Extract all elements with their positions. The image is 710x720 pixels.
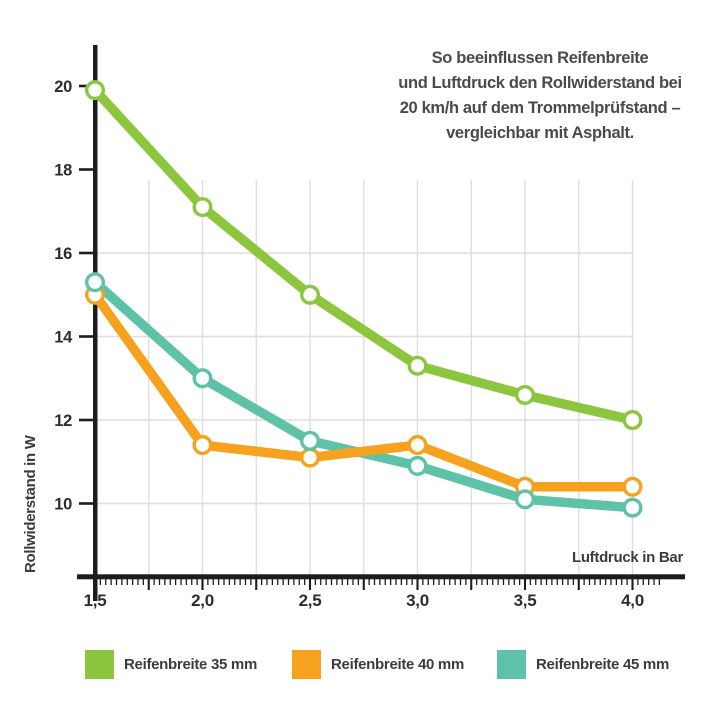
data-point-marker [622, 476, 643, 497]
legend-item-reifenbreite-40mm: Reifenbreite 40 mm [292, 650, 464, 679]
legend-label: Reifenbreite 35 mm [124, 656, 257, 673]
x-tick-label: 2,0 [191, 591, 214, 610]
data-point-marker [300, 430, 321, 451]
data-point-marker [407, 355, 428, 376]
data-point-marker [84, 272, 105, 293]
legend-item-reifenbreite-45mm: Reifenbreite 45 mm [497, 650, 669, 679]
data-point-marker [192, 197, 213, 218]
x-axis-line [77, 574, 685, 580]
y-tick-label: 10 [54, 496, 72, 514]
chart-annotation: So beeinflussen Reifenbreite und Luftdru… [380, 46, 700, 146]
x-tick-label: 4,0 [621, 591, 644, 610]
series-line-reifenbreite-40-mm [90, 290, 638, 492]
annotation-line: So beeinflussen Reifenbreite [431, 49, 649, 67]
data-point-marker [515, 384, 536, 405]
series-line-reifenbreite-35-mm [90, 85, 638, 425]
annotation-line: und Luftdruck den Rollwiderstand bei [398, 74, 682, 92]
legend-swatch-teal [497, 650, 526, 679]
y-axis-title: Rollwiderstand in W [22, 435, 39, 573]
y-axis-line [93, 45, 98, 601]
data-point-marker [84, 80, 105, 101]
y-tick-label: 14 [54, 329, 73, 347]
data-point-marker [192, 435, 213, 456]
data-point-marker [300, 284, 321, 305]
data-point-marker [622, 497, 643, 518]
x-axis-title: Luftdruck in Bar [571, 549, 683, 566]
x-tick-label: 2,5 [299, 591, 322, 610]
y-tick-label: 20 [54, 78, 72, 96]
x-tick-label: 3,5 [514, 591, 537, 610]
y-tick-label: 18 [54, 162, 72, 180]
data-point-marker [300, 447, 321, 468]
data-point-marker [515, 489, 536, 510]
legend-label: Reifenbreite 45 mm [536, 656, 669, 673]
y-tick-label: 12 [54, 412, 72, 430]
data-point-marker [407, 455, 428, 476]
y-tick-label: 16 [54, 245, 72, 263]
annotation-line: vergleichbar mit Asphalt. [446, 124, 634, 142]
x-tick-label: 3,0 [406, 591, 429, 610]
data-point-marker [622, 410, 643, 431]
annotation-line: 20 km/h auf dem Trommelprüfstand – [399, 99, 681, 117]
legend-swatch-orange [292, 650, 321, 679]
legend-swatch-green [85, 650, 114, 679]
data-point-marker [192, 368, 213, 389]
x-tick-label: 1,5 [84, 591, 107, 610]
legend-item-reifenbreite-35mm: Reifenbreite 35 mm [85, 650, 257, 679]
legend-label: Reifenbreite 40 mm [331, 656, 464, 673]
data-point-marker [407, 435, 428, 456]
chart-legend: Reifenbreite 35 mm Reifenbreite 40 mm Re… [0, 650, 710, 690]
